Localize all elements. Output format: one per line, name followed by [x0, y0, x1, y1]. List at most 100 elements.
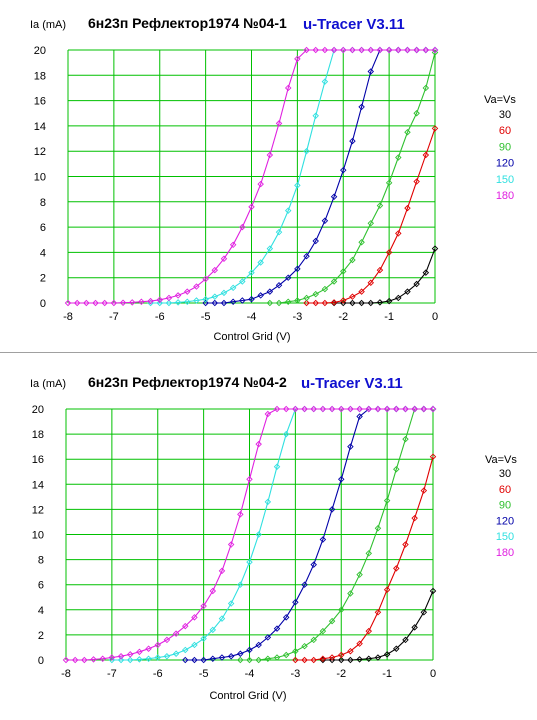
data-point [431, 46, 439, 54]
data-point [310, 636, 317, 644]
data-point [126, 656, 134, 664]
data-point [284, 298, 292, 305]
data-point [358, 103, 365, 111]
data-point [165, 299, 173, 307]
data-point [429, 405, 437, 413]
data-point [282, 651, 290, 659]
data-point [413, 46, 420, 54]
data-point [347, 443, 354, 450]
data-point [237, 511, 244, 518]
data-point [292, 656, 299, 664]
data-point [209, 655, 217, 662]
x-tick-label: -2 [338, 311, 348, 323]
data-point [275, 282, 283, 289]
data-point [147, 297, 154, 305]
series-180 [64, 46, 439, 307]
data-point [292, 647, 299, 655]
data-point [246, 558, 253, 566]
data-point [349, 299, 356, 307]
data-point [73, 299, 81, 307]
data-point [330, 193, 338, 200]
data-point [246, 656, 253, 664]
data-point [383, 586, 391, 593]
data-point [385, 46, 393, 54]
data-point [431, 125, 439, 132]
data-point [420, 405, 428, 413]
y-tick-label: 6 [40, 222, 46, 234]
data-point [145, 645, 152, 652]
data-point [172, 650, 180, 657]
y-tick-label: 14 [32, 479, 44, 491]
legend-title: Va=Vs [484, 94, 516, 106]
data-point [218, 615, 226, 622]
data-point [273, 654, 281, 661]
data-point [209, 587, 217, 595]
data-point [257, 259, 264, 266]
data-point [211, 299, 219, 307]
data-point [338, 405, 345, 413]
data-point [301, 581, 308, 588]
data-point [321, 78, 329, 85]
data-point [365, 405, 373, 413]
y-tick-label: 2 [38, 630, 44, 642]
data-point [338, 606, 345, 614]
data-point [413, 178, 420, 185]
series-60 [303, 125, 439, 307]
data-point [193, 297, 200, 304]
legend-entry-150: 150 [496, 531, 514, 543]
data-point [264, 410, 272, 418]
data-point [356, 571, 363, 578]
series-180 [62, 405, 437, 664]
grid [67, 49, 436, 304]
series-60 [292, 453, 437, 664]
data-point [385, 297, 393, 305]
x-tick-label: -4 [245, 668, 255, 680]
data-point [264, 498, 272, 506]
data-point [404, 204, 411, 212]
data-point [273, 405, 281, 413]
data-point [303, 252, 310, 260]
data-point [404, 128, 411, 136]
data-point [163, 636, 171, 644]
data-point [229, 284, 237, 292]
y-tick-label: 4 [38, 605, 44, 617]
data-point [163, 652, 171, 660]
x-tick-label: -8 [63, 311, 73, 323]
x-axis-label: Control Grid (V) [213, 331, 290, 343]
data-point [411, 624, 418, 631]
data-point [374, 609, 382, 616]
data-point [182, 646, 189, 654]
data-point [330, 46, 338, 54]
data-point [117, 652, 125, 660]
y-tick-label: 12 [32, 504, 44, 516]
data-point [413, 280, 420, 288]
data-point [356, 405, 363, 413]
data-point [257, 180, 264, 188]
data-point [71, 656, 79, 664]
data-point [200, 635, 207, 642]
x-tick-label: -1 [382, 668, 392, 680]
data-point [393, 645, 400, 652]
series-line [269, 52, 436, 304]
data-point [248, 295, 255, 303]
data-point [229, 298, 237, 305]
x-tick-label: 0 [432, 311, 438, 323]
data-point [349, 137, 356, 145]
data-point [367, 220, 375, 227]
data-point [328, 617, 336, 625]
data-point [248, 203, 255, 211]
data-point [138, 298, 145, 305]
data-point [266, 151, 274, 159]
data-point [200, 602, 207, 610]
y-tick-label: 10 [34, 172, 46, 184]
data-point [349, 46, 356, 54]
data-point [294, 182, 301, 189]
data-point [310, 405, 317, 413]
data-point [301, 656, 308, 664]
data-point [154, 654, 161, 661]
y-tick-label: 0 [38, 655, 44, 667]
data-point [239, 223, 246, 231]
data-point [264, 655, 272, 662]
y-tick-label: 20 [34, 45, 46, 57]
data-point [413, 110, 420, 117]
